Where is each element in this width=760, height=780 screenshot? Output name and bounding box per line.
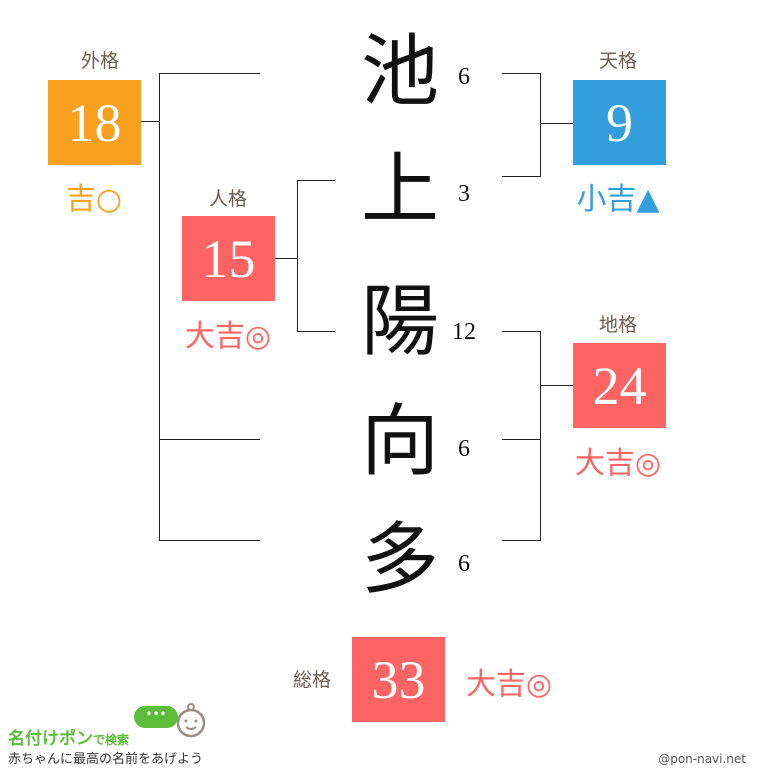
connector-line (502, 331, 540, 332)
logo-main: 名付けポン (8, 729, 93, 749)
connector-line (502, 540, 540, 541)
connector-line (502, 176, 540, 177)
soukaku-value: 33 (352, 637, 445, 722)
name-char: 陽 (360, 277, 439, 367)
soukaku-fortune: 大吉◎ (465, 667, 553, 702)
stroke-count: 6 (458, 436, 470, 462)
connector-line (297, 180, 335, 181)
jinkaku-fortune: 大吉◎ (184, 319, 272, 354)
tenkaku-label: 天格 (598, 50, 637, 72)
tagline: 赤ちゃんに最高の名前をあげよう (8, 752, 204, 767)
stroke-count: 12 (452, 319, 476, 345)
connector-line (540, 331, 541, 541)
name-char: 向 (360, 397, 439, 487)
connector-line (297, 331, 335, 332)
name-char: 多 (360, 515, 439, 605)
connector-line (540, 73, 541, 177)
connector-line (275, 258, 297, 259)
connector-line (502, 439, 540, 440)
site-credit: @pon-navi.net (658, 752, 746, 766)
connector-line (159, 73, 160, 540)
chikaku-fortune: 大吉◎ (574, 446, 662, 481)
stroke-count: 6 (458, 64, 470, 90)
connector-line (141, 121, 159, 122)
tenkaku-fortune: 小吉▲ (576, 182, 660, 217)
connector-line (159, 439, 260, 440)
name-char: 上 (360, 145, 439, 235)
stroke-count: 3 (458, 181, 470, 207)
gaikaku-label: 外格 (80, 50, 119, 72)
gaikaku-fortune: 吉○ (65, 182, 123, 217)
logo[interactable]: ••• 名付けポンで検索 赤ちゃんに最高の名前をあげよう (8, 702, 218, 772)
connector-line (540, 123, 573, 124)
connector-line (297, 180, 298, 331)
connector-line (540, 385, 573, 386)
jinkaku-value: 15 (182, 216, 275, 301)
speech-bubble-icon: ••• (134, 706, 178, 728)
soukaku-label: 総格 (292, 669, 331, 691)
connector-line (502, 73, 540, 74)
tenkaku-value: 9 (573, 80, 666, 165)
logo-sub: で検索 (93, 733, 130, 747)
connector-line (159, 540, 260, 541)
baby-face-icon (176, 703, 206, 738)
connector-line (159, 73, 260, 74)
stroke-count: 6 (458, 551, 470, 577)
chikaku-label: 地格 (598, 314, 637, 336)
gaikaku-value: 18 (48, 80, 141, 165)
jinkaku-label: 人格 (208, 188, 247, 210)
chikaku-value: 24 (573, 343, 666, 428)
name-char: 池 (360, 27, 439, 117)
